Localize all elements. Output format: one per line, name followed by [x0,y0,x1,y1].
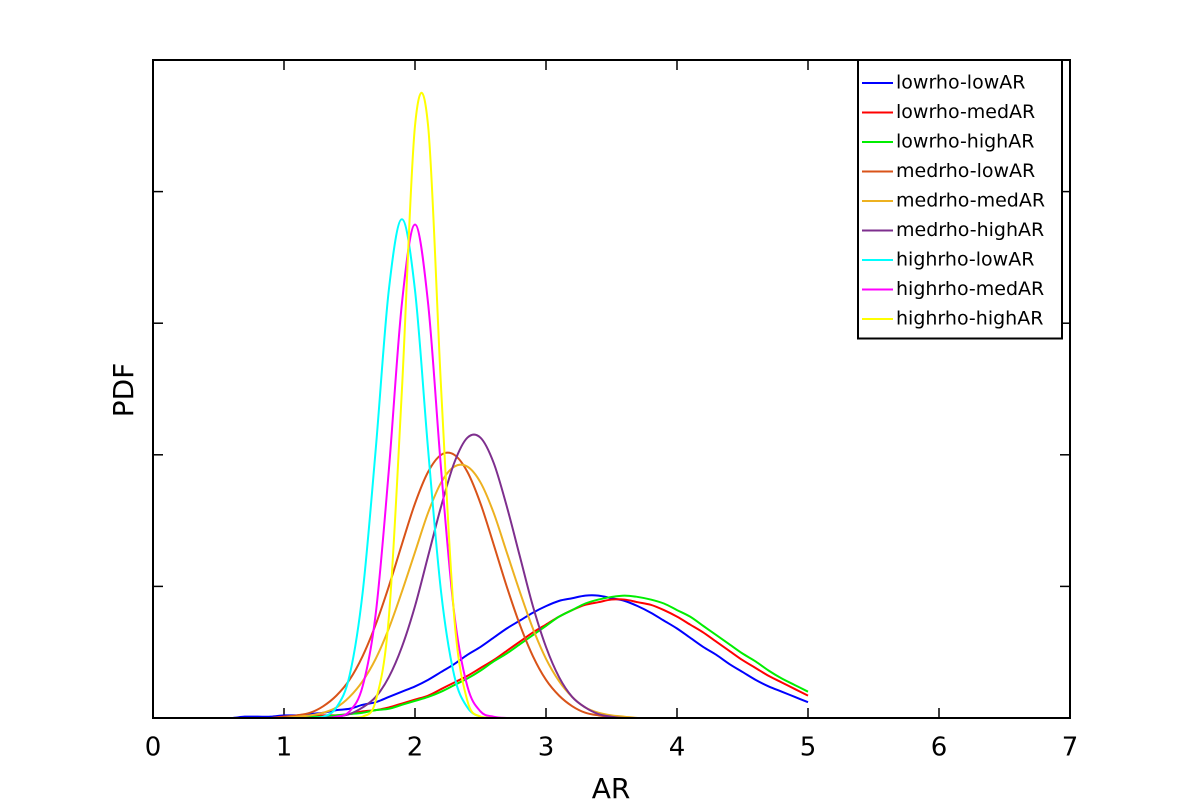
x-axis-label: AR [592,772,631,805]
legend-label: highrho-medAR [896,278,1044,300]
x-tick-label: 3 [538,733,555,763]
x-tick-label: 4 [669,733,686,763]
x-tick-label: 7 [1062,733,1079,763]
x-tick-label: 5 [800,733,817,763]
legend-box [857,59,1063,340]
series-line [153,223,808,719]
x-tick-label: 2 [407,733,424,763]
x-tick-label: 6 [931,733,948,763]
legend-label: medrho-highAR [896,219,1044,241]
legend-label: lowrho-highAR [896,131,1034,153]
legend-label: highrho-highAR [896,308,1043,330]
series-line [153,91,808,719]
series-line [153,451,808,719]
x-tick-label: 0 [145,733,162,763]
x-tick-label: 1 [276,733,293,763]
series-line [153,594,809,719]
legend-label: highrho-lowAR [896,249,1034,271]
series-line [153,218,808,719]
legend-label: medrho-medAR [896,190,1045,212]
legend-label: lowrho-medAR [896,101,1035,123]
legend-label: medrho-lowAR [896,160,1035,182]
series-line [153,594,809,719]
series-line [153,598,809,719]
y-axis-label: PDF [107,363,140,418]
plot-frame [152,59,1071,719]
legend-label: lowrho-lowAR [896,72,1025,94]
series-line [153,433,808,719]
